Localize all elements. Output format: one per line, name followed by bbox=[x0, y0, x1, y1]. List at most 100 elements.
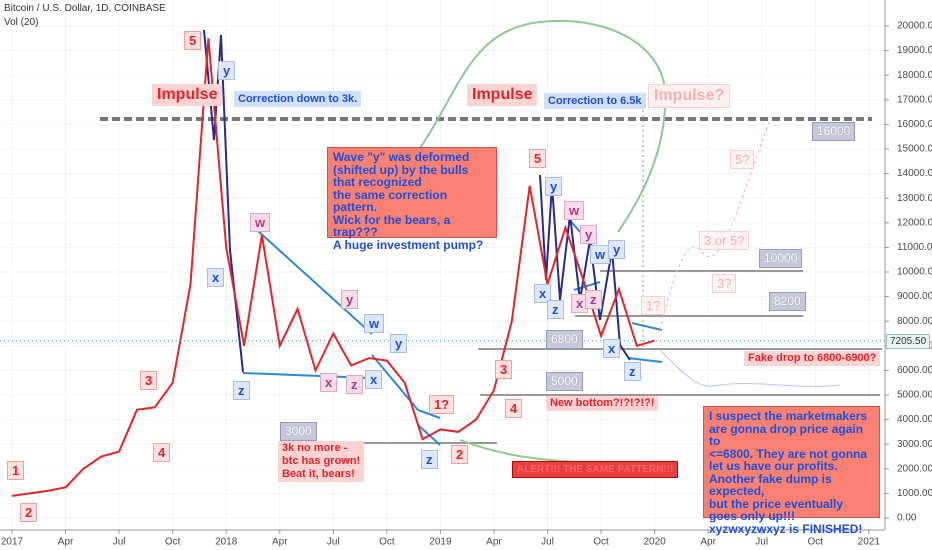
annotation-line: Beat it, bears! bbox=[282, 468, 355, 480]
trend-line bbox=[631, 322, 663, 331]
annotation: ALERT!!! THE SAME PATTERN!!! bbox=[512, 461, 679, 478]
annotation: Impulse? bbox=[648, 84, 731, 108]
annotation: 10000 bbox=[759, 249, 803, 268]
annotation: 4 bbox=[505, 399, 523, 418]
trend-line bbox=[257, 230, 373, 335]
annotation: z bbox=[421, 450, 438, 469]
annotation: 3000 bbox=[280, 422, 317, 441]
y-tick-label: 15000.00 bbox=[897, 144, 932, 155]
y-tick-label: 19000.00 bbox=[897, 45, 932, 56]
annotation-line: but the price eventually bbox=[709, 496, 844, 511]
annotation: y bbox=[390, 334, 408, 353]
x-tick-label: Apr bbox=[486, 537, 502, 548]
y-tick-label: 0.00 bbox=[897, 513, 917, 524]
x-tick-label: 2017 bbox=[1, 537, 24, 548]
annotation: z bbox=[233, 381, 250, 400]
x-tick-label: Oct bbox=[593, 537, 609, 548]
annotation-line: Wick for the bears, a trap??? bbox=[333, 212, 451, 239]
annotation: w bbox=[250, 213, 271, 232]
annotation: 16000 bbox=[812, 122, 856, 141]
annotation: y bbox=[545, 177, 563, 196]
x-tick-label: Oct bbox=[379, 537, 395, 548]
annotation: 1? bbox=[641, 296, 666, 315]
x-tick-label: 2020 bbox=[643, 537, 666, 548]
annotation: 1 bbox=[7, 461, 25, 480]
y-tick-label: 1000.00 bbox=[897, 488, 932, 499]
annotation: 3 bbox=[495, 360, 513, 379]
y-tick-label: 18000.00 bbox=[897, 70, 932, 81]
annotation: Fake drop to 6800-6900? bbox=[744, 351, 881, 366]
arc-arrow bbox=[419, 19, 667, 233]
y-tick-label: 10000.00 bbox=[897, 267, 932, 278]
annotation: 3 or 5? bbox=[699, 231, 750, 250]
annotation: Impulse bbox=[467, 84, 538, 106]
annotation: 4 bbox=[153, 443, 171, 462]
y-tick-label: 2000.00 bbox=[897, 463, 932, 474]
y-tick-label: 11000.00 bbox=[897, 242, 932, 253]
annotation: w bbox=[564, 201, 585, 220]
annotation-box: I suspect the marketmakers are gonna drop… bbox=[703, 406, 880, 535]
y-tick-label: 5000.00 bbox=[897, 390, 932, 401]
annotation: x bbox=[603, 339, 621, 358]
annotation-line: 3k no more - bbox=[282, 442, 348, 454]
x-tick-label: 2018 bbox=[215, 537, 238, 548]
x-tick-label: Jul bbox=[327, 537, 340, 548]
y-tick-label: 20000.00 bbox=[897, 21, 932, 32]
y-tick-label: 4000.00 bbox=[897, 414, 932, 425]
annotation: 8200 bbox=[769, 292, 806, 311]
annotation-box: 3k no more - btc has grown! Beat it, bears… bbox=[278, 441, 365, 482]
annotation: y bbox=[608, 240, 626, 259]
indicator-label: Vol (20) bbox=[4, 17, 39, 28]
annotation: 3 bbox=[140, 371, 158, 390]
y-tick-label: 6000.00 bbox=[897, 365, 932, 376]
annotation: y bbox=[218, 61, 236, 80]
x-tick-label: Apr bbox=[272, 537, 288, 548]
annotation: Correction down to 3k. bbox=[234, 91, 362, 107]
annotation: x bbox=[365, 370, 383, 389]
annotation: 6800 bbox=[546, 330, 583, 349]
annotation: 1? bbox=[429, 395, 455, 414]
annotation-line: A huge investment pump? bbox=[333, 237, 484, 252]
annotation: z bbox=[547, 300, 564, 319]
symbol-title: Bitcoin / U.S. Dollar, 1D, COINBASE bbox=[4, 3, 166, 14]
annotation: Correction to 6.5k bbox=[544, 93, 646, 109]
annotation-line: are gonna drop price again to bbox=[709, 421, 864, 448]
x-tick-label: Jul bbox=[755, 537, 768, 548]
annotation-line: <=6800. They are not gonna bbox=[709, 446, 868, 461]
annotation: z bbox=[585, 290, 602, 309]
y-tick-label: 16000.00 bbox=[897, 119, 932, 130]
x-tick-label: Oct bbox=[165, 537, 181, 548]
annotation: x bbox=[320, 373, 338, 392]
last-price-label: 7205.50 bbox=[886, 333, 931, 349]
y-tick-label: 3000.00 bbox=[897, 439, 932, 450]
annotation: 2 bbox=[451, 445, 469, 464]
y-tick-label: 17000.00 bbox=[897, 94, 932, 105]
x-tick-label: Jul bbox=[113, 537, 126, 548]
trend-line bbox=[627, 357, 663, 363]
annotation: 5? bbox=[730, 150, 755, 169]
x-tick-label: Apr bbox=[700, 537, 716, 548]
annotation-line: xyzwxyzwxyz is FINISHED! bbox=[709, 521, 863, 536]
annotation: 3? bbox=[712, 274, 737, 293]
annotation-box: Wave "y" was deformed (shifted up) by the… bbox=[327, 147, 497, 251]
x-tick-label: Jul bbox=[541, 537, 554, 548]
annotation-line: goes only up!!! bbox=[709, 509, 795, 523]
annotation: Impulse bbox=[152, 84, 223, 106]
annotation-line: the same correction pattern. bbox=[333, 187, 448, 214]
annotation: w bbox=[364, 314, 385, 333]
x-tick-label: Oct bbox=[807, 537, 823, 548]
annotation: x bbox=[207, 268, 225, 287]
annotation-line: (shifted up) by the bulls bbox=[333, 162, 469, 177]
annotation: 5 bbox=[184, 31, 202, 50]
annotation: 2 bbox=[20, 503, 38, 522]
annotation-line: Wave "y" was deformed bbox=[333, 150, 470, 164]
y-tick-label: 12000.00 bbox=[897, 217, 932, 228]
y-tick-label: 13000.00 bbox=[897, 193, 932, 204]
x-tick-label: 2021 bbox=[858, 537, 881, 548]
annotation-line: let us have our profits. bbox=[709, 459, 838, 473]
x-tick-label: Apr bbox=[58, 537, 74, 548]
annotation: z bbox=[624, 362, 641, 381]
annotation-line: btc has grown! bbox=[282, 455, 361, 467]
